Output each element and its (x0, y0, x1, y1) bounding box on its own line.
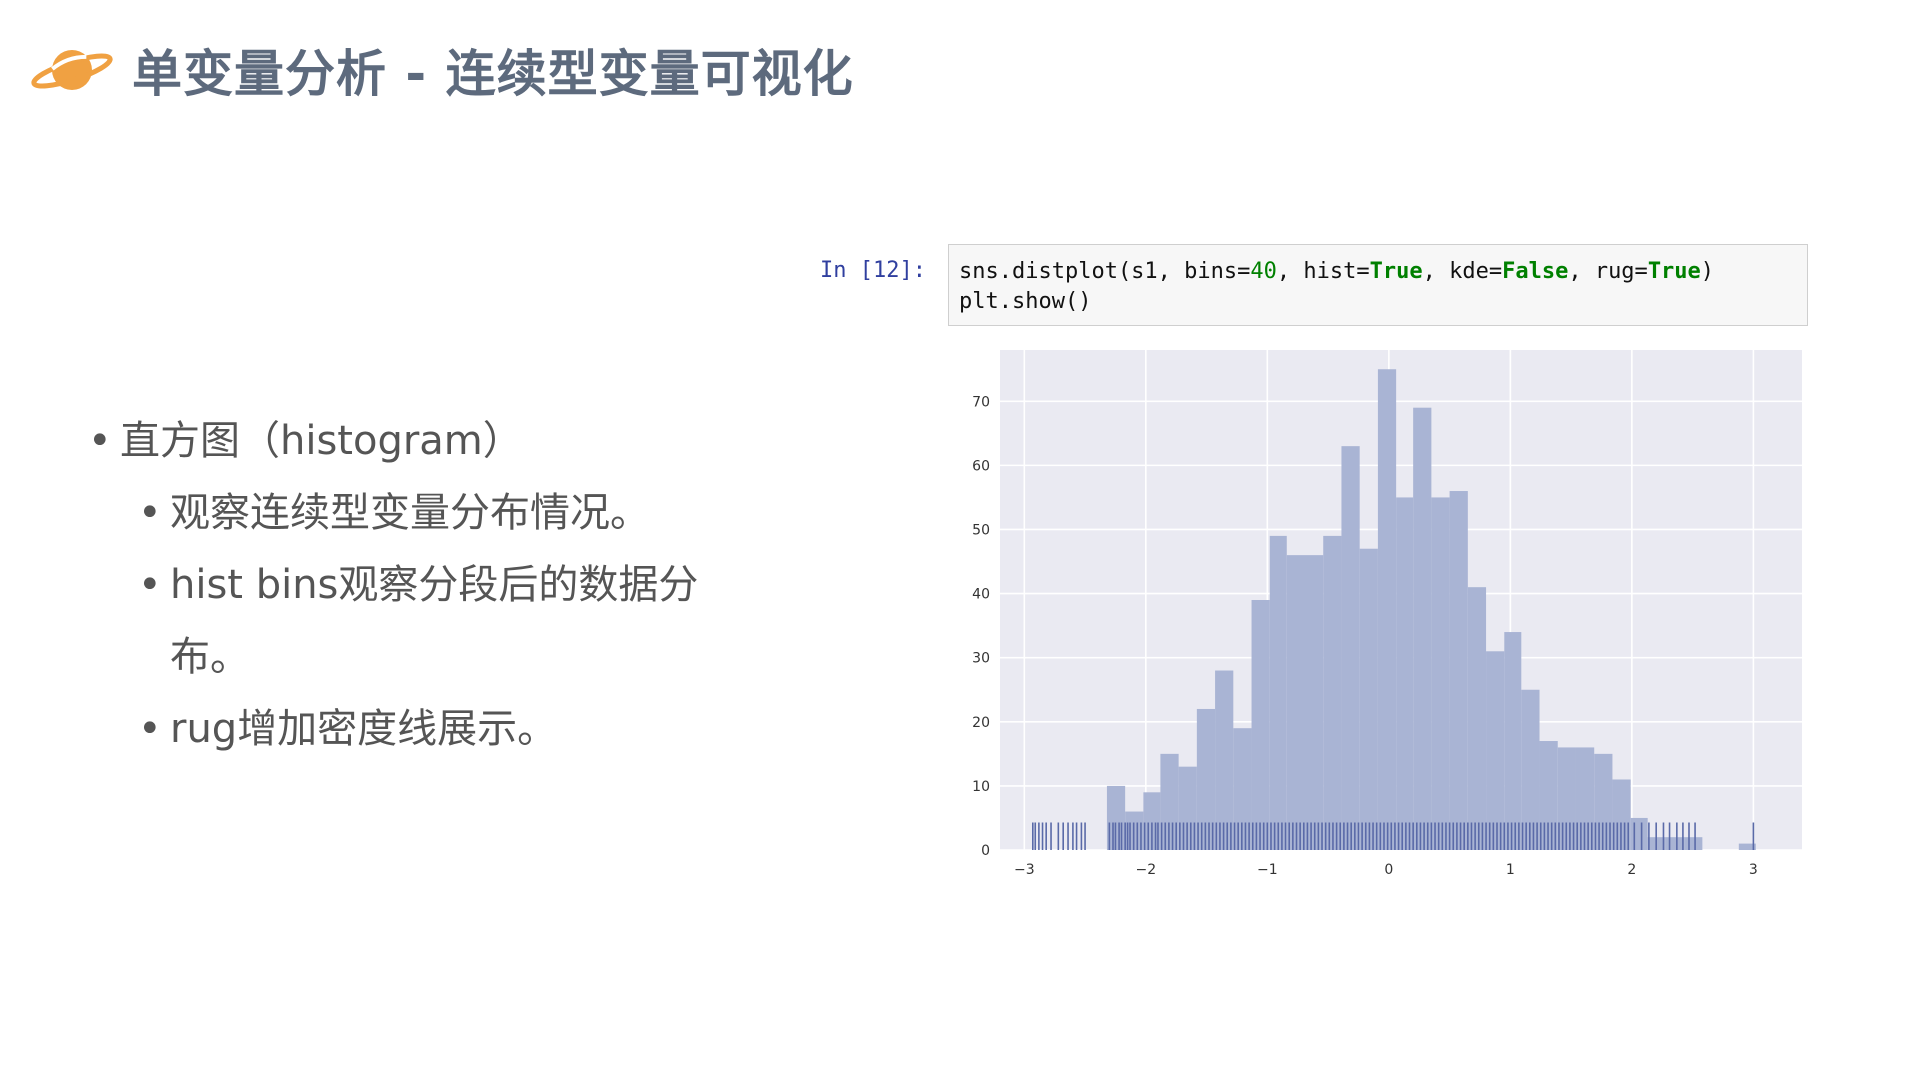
page-title: 单变量分析 - 连续型变量可视化 (132, 45, 854, 103)
histogram-bar (1684, 837, 1703, 850)
y-tick-label: 60 (972, 458, 990, 474)
bullet-hist-bins-continuation: 布。 (170, 634, 250, 680)
bullet-marker: • (138, 562, 162, 608)
histogram-bar (1251, 600, 1270, 850)
code-token: True (1647, 259, 1701, 284)
x-tick-label: −3 (1014, 862, 1035, 878)
histogram-bar (1215, 670, 1234, 850)
histogram-bar (1413, 407, 1432, 850)
y-tick-label: 10 (972, 779, 990, 795)
bullet-text: hist bins观察分段后的数据分 (170, 562, 699, 608)
bullet-text: rug增加密度线展示。 (170, 706, 558, 752)
histogram-bar (1630, 817, 1648, 850)
title-bar: 单变量分析 - 连续型变量可视化 (28, 34, 854, 106)
saturn-planet-icon (31, 50, 113, 90)
histogram-bar (1449, 491, 1468, 850)
histogram-bar (1305, 555, 1324, 850)
histogram-bar (1286, 555, 1306, 850)
code-token: sns.distplot(s1, bins= (959, 259, 1251, 284)
y-tick-label: 70 (972, 394, 990, 410)
code-token: False (1502, 259, 1569, 284)
histogram-bar (1738, 843, 1756, 850)
bullet-marker: • (88, 418, 112, 464)
bullet-hist-bins: • hist bins观察分段后的数据分 (88, 549, 728, 621)
bullet-marker: • (138, 490, 162, 536)
y-tick-label: 30 (972, 651, 990, 667)
y-tick-label: 40 (972, 587, 990, 603)
histogram-bar (1396, 497, 1414, 850)
bullet-observe-distribution: • 观察连续型变量分布情况。 (88, 477, 728, 549)
bullet-rug: • rug增加密度线展示。 (88, 693, 728, 765)
x-tick-label: −1 (1257, 862, 1278, 878)
y-tick-label: 20 (972, 715, 990, 731)
histogram-bar (1233, 728, 1252, 850)
histogram-bar (1269, 535, 1287, 850)
bullet-histogram: • 直方图（histogram） (88, 405, 728, 477)
histogram-bar (1431, 497, 1450, 850)
histogram-bar (1467, 587, 1487, 850)
histogram-bar (1665, 837, 1685, 850)
y-tick-label: 50 (972, 522, 990, 538)
histogram-chart: 0 10 20 30 40 50 60 70 −3 −2 −1 0 1 2 3 (972, 350, 1802, 878)
x-tick-label: 3 (1749, 862, 1758, 878)
bullet-list: • 直方图（histogram） • 观察连续型变量分布情况。 • hist b… (88, 405, 728, 765)
code-token: , rug= (1568, 259, 1648, 284)
code-cell[interactable]: sns.distplot(s1, bins=40, hist=True, kde… (948, 244, 1808, 326)
histogram-bar (1359, 548, 1378, 850)
x-tick-label: 1 (1506, 862, 1515, 878)
x-tick-label: 0 (1384, 862, 1393, 878)
code-token: 40 (1250, 259, 1277, 284)
histogram-bar (1377, 369, 1397, 850)
histogram-bar (1196, 708, 1216, 850)
code-token: , hist= (1276, 259, 1370, 284)
histogram-bar (1106, 785, 1126, 850)
histogram-bar (1323, 535, 1342, 850)
cell-prompt: In [12]: (820, 258, 926, 283)
code-line-1: sns.distplot(s1, bins=40, hist=True, kde… (959, 257, 1797, 287)
code-token: , kde= (1422, 259, 1503, 284)
bullet-text: 观察连续型变量分布情况。 (170, 490, 650, 536)
bullet-text: 直方图（histogram） (120, 418, 523, 464)
y-tick-label: 0 (981, 843, 990, 859)
histogram-bar (1521, 689, 1540, 850)
histogram-bar (1341, 446, 1360, 850)
code-line-2: plt.show() (959, 289, 1092, 314)
histogram-bar (1504, 632, 1522, 850)
code-token: True (1369, 259, 1423, 284)
code-token: ) (1700, 259, 1715, 284)
bullet-marker: • (138, 706, 162, 752)
histogram-bar (1486, 651, 1505, 850)
x-tick-label: 2 (1627, 862, 1636, 878)
x-tick-label: −2 (1135, 862, 1156, 878)
